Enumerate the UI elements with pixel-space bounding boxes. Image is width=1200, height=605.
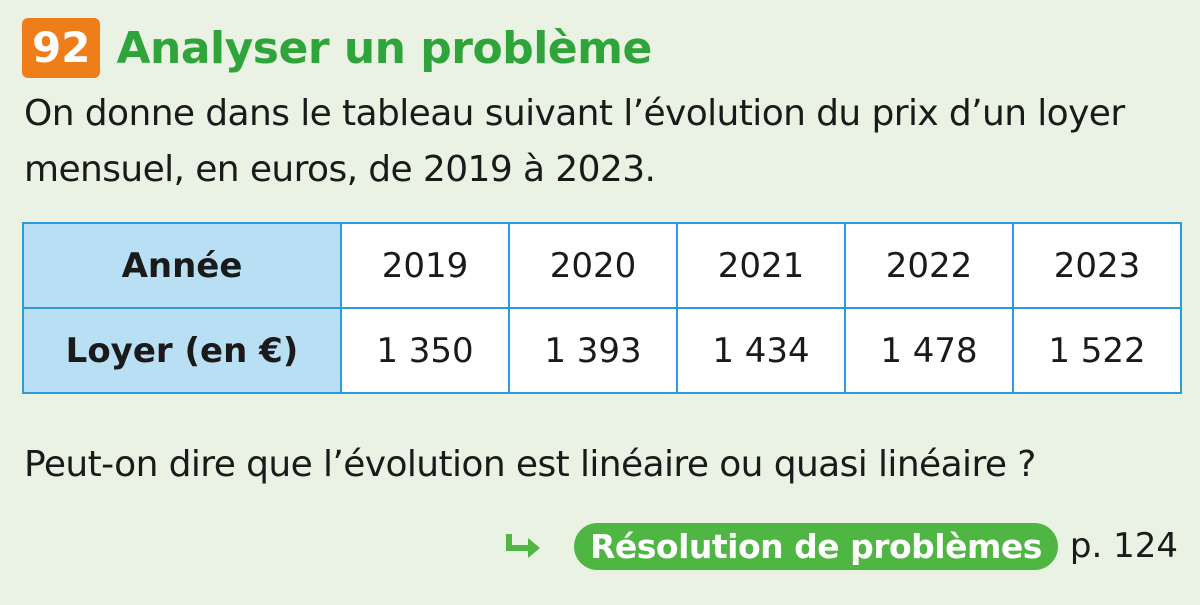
table-row-year: Année 2019 2020 2021 2022 2023 — [22, 222, 1182, 309]
arrow-turn-right-icon — [505, 534, 540, 558]
rent-cell: 1 350 — [340, 307, 510, 394]
year-cell: 2019 — [340, 222, 510, 309]
rent-cell: 1 522 — [1012, 307, 1182, 394]
exercise-title: Analyser un problème — [116, 22, 652, 74]
rent-cell: 1 478 — [844, 307, 1014, 394]
year-cell: 2021 — [676, 222, 846, 309]
table-row-rent: Loyer (en €) 1 350 1 393 1 434 1 478 1 5… — [22, 307, 1182, 394]
row-header-rent: Loyer (en €) — [22, 307, 342, 394]
exercise-header: 92 Analyser un problème — [22, 18, 652, 78]
reference-link[interactable]: Résolution de problèmes p. 124 — [504, 520, 1178, 572]
rent-cell: 1 434 — [676, 307, 846, 394]
rent-table: Année 2019 2020 2021 2022 2023 Loyer (en… — [22, 222, 1182, 394]
intro-text: On donne dans le tableau suivant l’évolu… — [24, 93, 1125, 190]
year-cell: 2023 — [1012, 222, 1182, 309]
rent-cell: 1 393 — [508, 307, 678, 394]
reference-page: p. 124 — [1069, 526, 1178, 566]
reference-label[interactable]: Résolution de problèmes — [573, 522, 1058, 570]
rent-table-container: Année 2019 2020 2021 2022 2023 Loyer (en… — [22, 222, 1182, 394]
exercise-number: 92 — [22, 18, 101, 78]
question-text: Peut-on dire que l’évolution est linéair… — [24, 444, 1036, 485]
row-header-year: Année — [22, 222, 342, 309]
year-cell: 2020 — [508, 222, 678, 309]
year-cell: 2022 — [844, 222, 1014, 309]
